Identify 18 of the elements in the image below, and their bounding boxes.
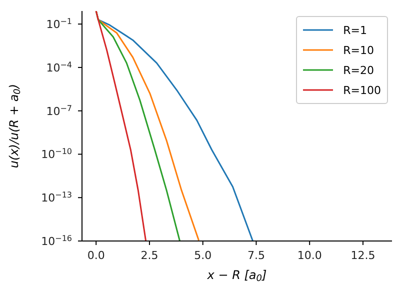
x-tick-label: 12.5 bbox=[350, 249, 376, 262]
line-series bbox=[95, 11, 147, 241]
x-tick-label: 5.0 bbox=[194, 249, 212, 262]
y-tick-label: 10$^{−10}$ bbox=[41, 148, 72, 162]
y-tick-label: 10$^{−16}$ bbox=[41, 234, 72, 248]
y-tick-label: 10$^{−4}$ bbox=[46, 60, 72, 74]
legend-label: R=10 bbox=[343, 44, 374, 56]
x-tick-label: 7.5 bbox=[247, 249, 265, 262]
x-axis-title: x − R [a$_{0}$] bbox=[206, 268, 268, 284]
x-tick-label: 0.0 bbox=[87, 249, 105, 262]
y-tick-label: 10$^{−7}$ bbox=[46, 104, 72, 118]
x-tick-label: 10.0 bbox=[297, 249, 322, 262]
legend-label: R=100 bbox=[343, 84, 381, 96]
y-tick-label: 10$^{−1}$ bbox=[46, 17, 72, 32]
legend-label: R=1 bbox=[343, 24, 367, 36]
x-tick-label: 2.5 bbox=[140, 249, 158, 262]
y-tick-label: 10$^{−13}$ bbox=[41, 191, 72, 205]
legend-label: R=20 bbox=[343, 64, 374, 76]
